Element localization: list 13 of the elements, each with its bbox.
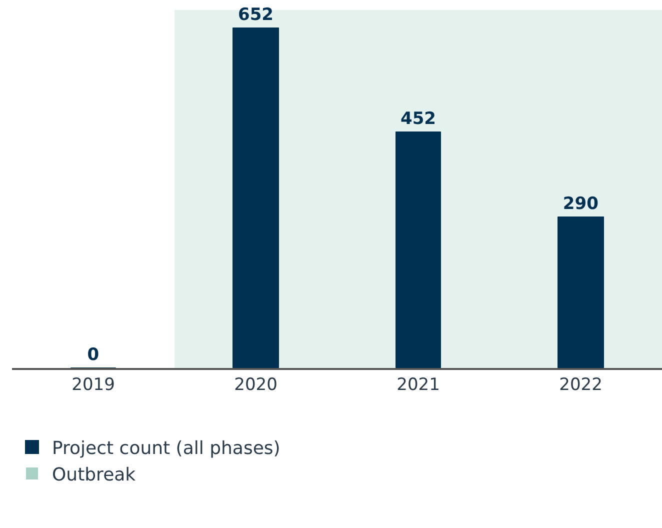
data-label: 290 [562, 194, 599, 214]
bar [558, 216, 604, 368]
x-tick-label: 2022 [559, 375, 602, 396]
x-tick-label: 2020 [234, 375, 278, 396]
x-tick-label: 2021 [396, 375, 440, 396]
data-label: 452 [400, 108, 436, 129]
bar [232, 28, 279, 368]
data-label: 652 [238, 4, 274, 25]
x-tick-label: 2019 [72, 375, 115, 396]
data-label: 0 [87, 344, 100, 365]
legend-label: Project count (all phases) [52, 438, 280, 460]
bar [396, 132, 441, 368]
legend-label: Outbreak [52, 464, 136, 486]
